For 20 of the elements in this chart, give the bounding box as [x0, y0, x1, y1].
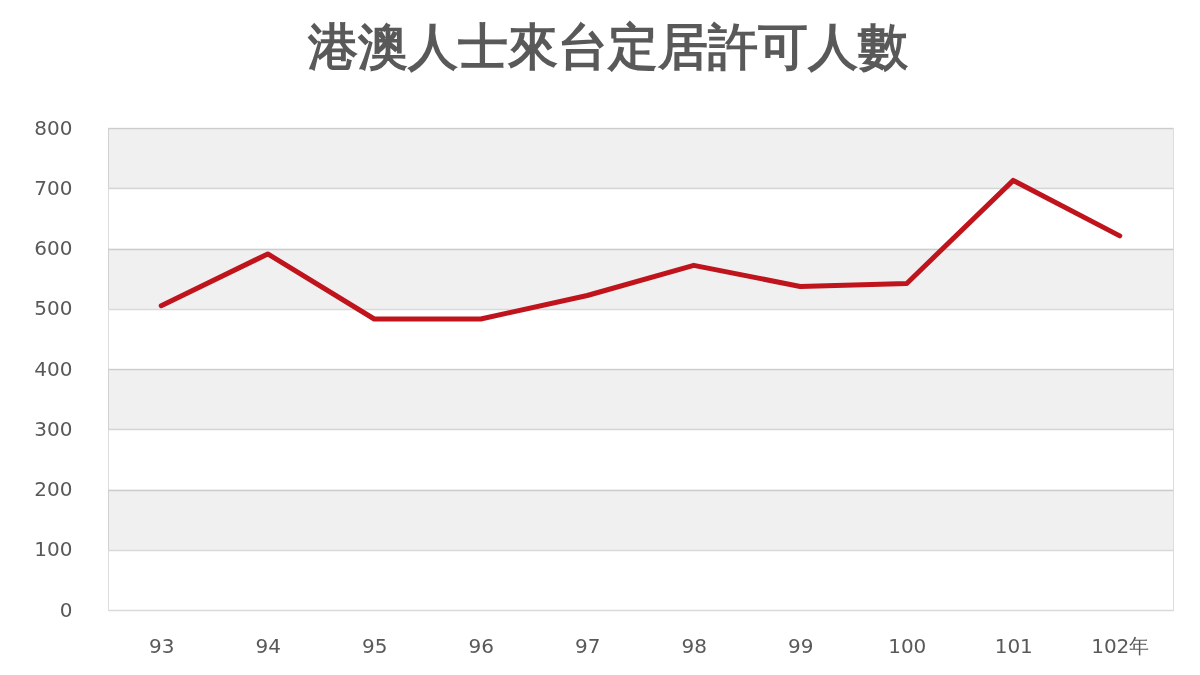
x-tick-label: 96 [468, 633, 494, 658]
x-tick-label: 99 [788, 633, 814, 658]
y-tick-label: 100 [34, 537, 73, 562]
x-tick-label: 101 [994, 633, 1033, 658]
y-tick-label: 600 [34, 236, 73, 260]
y-tick-label: 500 [34, 296, 73, 321]
x-tick-label: 98 [681, 633, 707, 658]
x-tick-label: 97 [575, 633, 601, 658]
x-tick-label: 93 [149, 633, 175, 658]
chart-title: 港澳人士來台定居許可人數 [306, 18, 909, 76]
y-tick-label: 400 [34, 356, 73, 381]
x-tick-label: 94 [255, 633, 281, 658]
y-tick-label: 0 [59, 597, 73, 622]
y-tick-label: 700 [34, 175, 73, 200]
x-tick-label: 95 [362, 633, 388, 658]
y-tick-label: 800 [34, 115, 73, 140]
x-tick-label: 102年 [1091, 633, 1150, 658]
y-tick-label: 300 [34, 416, 73, 441]
x-tick-label: 100 [888, 633, 927, 658]
y-tick-label: 200 [34, 477, 73, 501]
